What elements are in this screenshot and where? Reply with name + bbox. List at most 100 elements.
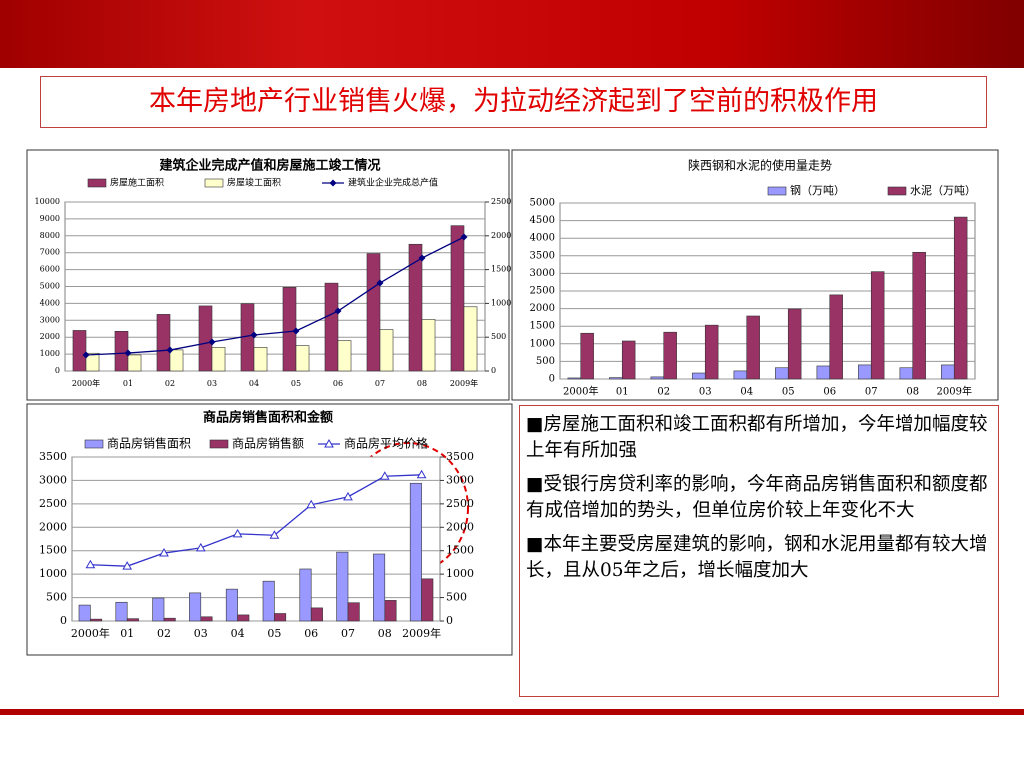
bar bbox=[274, 613, 287, 622]
bar bbox=[816, 365, 831, 380]
line-marker bbox=[122, 561, 133, 570]
bar bbox=[787, 308, 802, 380]
x-tick-label: 03 bbox=[194, 627, 208, 640]
x-tick-label: 2000年 bbox=[72, 378, 100, 388]
x-tick-label: 01 bbox=[616, 387, 629, 398]
bar bbox=[85, 352, 100, 372]
chart-title: 建筑企业完成产值和房屋施工竣工情况 bbox=[159, 158, 380, 174]
y2-tick-label: 0 bbox=[491, 366, 496, 375]
legend-swatch bbox=[767, 186, 787, 196]
bar bbox=[336, 551, 349, 622]
y-tick-label: 1000 bbox=[40, 349, 60, 358]
bar bbox=[295, 345, 310, 372]
y2-tick-label: 500 bbox=[491, 332, 506, 341]
legend-swatch bbox=[209, 439, 229, 449]
bar bbox=[237, 614, 250, 622]
line-marker bbox=[334, 307, 342, 315]
y-tick-label: 3500 bbox=[530, 250, 555, 261]
legend-swatch bbox=[87, 178, 107, 188]
x-tick-label: 2009年 bbox=[402, 626, 441, 640]
x-tick-label: 08 bbox=[906, 387, 919, 398]
y2-tick-label: 1000 bbox=[446, 567, 474, 580]
line-marker bbox=[460, 233, 468, 241]
line-marker bbox=[343, 491, 353, 501]
bar bbox=[127, 354, 142, 372]
bullet: ■受银行房贷利率的影响，今年商品房销售面积和额度都有成倍增加的势头，但单位房价较… bbox=[526, 474, 988, 521]
line-marker bbox=[208, 338, 216, 346]
legend-label: 房屋竣工面积 bbox=[227, 177, 281, 189]
x-tick-label: 01 bbox=[123, 379, 133, 388]
line-marker bbox=[85, 559, 96, 569]
x-tick-label: 2000年 bbox=[563, 385, 598, 398]
y-tick-label: 1000 bbox=[530, 338, 555, 349]
legend-label: 商品房销售面积 bbox=[107, 436, 191, 451]
bar bbox=[567, 377, 582, 380]
bar bbox=[409, 482, 422, 622]
bar bbox=[912, 251, 926, 380]
bar bbox=[152, 597, 165, 622]
bar bbox=[189, 592, 202, 622]
y-tick-label: 4000 bbox=[530, 233, 555, 244]
y-tick-label: 2500 bbox=[530, 286, 555, 297]
x-tick-label: 06 bbox=[304, 627, 318, 640]
bar bbox=[337, 340, 352, 372]
bar bbox=[225, 588, 238, 622]
bullet: ■本年主要受房屋建筑的影响，钢和水泥用量都有较大增长，且从05年之后，增长幅度加… bbox=[526, 534, 988, 581]
y2-tick-label: 3500 bbox=[446, 450, 474, 463]
bar bbox=[733, 370, 748, 380]
y-tick-label: 1000 bbox=[39, 567, 67, 580]
bar bbox=[746, 315, 760, 380]
x-tick-label: 07 bbox=[341, 627, 355, 640]
bar bbox=[650, 376, 665, 380]
x-tick-label: 2000年 bbox=[71, 626, 110, 640]
x-tick-label: 07 bbox=[865, 387, 878, 398]
y2-tick-label: 1500 bbox=[491, 265, 511, 274]
header-band bbox=[0, 0, 1024, 68]
line bbox=[85, 236, 465, 356]
bar bbox=[941, 364, 955, 380]
x-tick-label: 03 bbox=[207, 379, 217, 388]
y-tick-label: 5000 bbox=[530, 198, 555, 209]
x-tick-label: 01 bbox=[120, 627, 134, 640]
bar bbox=[384, 600, 397, 622]
legend-label: 房屋施工面积 bbox=[110, 177, 164, 189]
bar bbox=[366, 253, 381, 372]
bar bbox=[580, 332, 594, 380]
line bbox=[90, 474, 422, 567]
line-marker bbox=[306, 499, 317, 509]
bar bbox=[421, 578, 434, 622]
bar bbox=[775, 367, 789, 380]
bar bbox=[310, 607, 323, 622]
x-tick-label: 06 bbox=[823, 387, 836, 398]
bar bbox=[379, 329, 394, 372]
bar bbox=[78, 604, 91, 622]
y-tick-label: 1500 bbox=[530, 321, 555, 332]
bar bbox=[72, 330, 87, 372]
x-tick-label: 05 bbox=[782, 387, 795, 398]
bar bbox=[262, 580, 275, 622]
y-tick-label: 3000 bbox=[530, 268, 555, 279]
bar bbox=[211, 347, 226, 372]
y-tick-label: 3000 bbox=[39, 473, 67, 486]
legend-swatch bbox=[204, 178, 224, 188]
bar bbox=[200, 616, 213, 622]
bar bbox=[324, 282, 339, 372]
highlight-circle bbox=[347, 442, 469, 574]
y2-tick-label: 2500 bbox=[491, 197, 511, 206]
y-tick-label: 1500 bbox=[39, 544, 67, 557]
line-marker bbox=[292, 327, 300, 335]
x-tick-label: 02 bbox=[165, 379, 175, 388]
line-marker bbox=[418, 254, 426, 262]
bar bbox=[163, 617, 176, 622]
bar bbox=[114, 330, 129, 372]
x-tick-label: 07 bbox=[375, 379, 385, 388]
legend-marker bbox=[324, 438, 334, 448]
bar bbox=[663, 331, 677, 380]
y2-tick-label: 2500 bbox=[446, 497, 474, 510]
legend-label: 商品房销售额 bbox=[232, 436, 304, 451]
chart-frame bbox=[26, 403, 513, 656]
y-tick-label: 2500 bbox=[39, 497, 67, 510]
x-tick-label: 2009年 bbox=[937, 385, 972, 398]
chart-title: 商品房销售面积和金额 bbox=[203, 410, 333, 426]
